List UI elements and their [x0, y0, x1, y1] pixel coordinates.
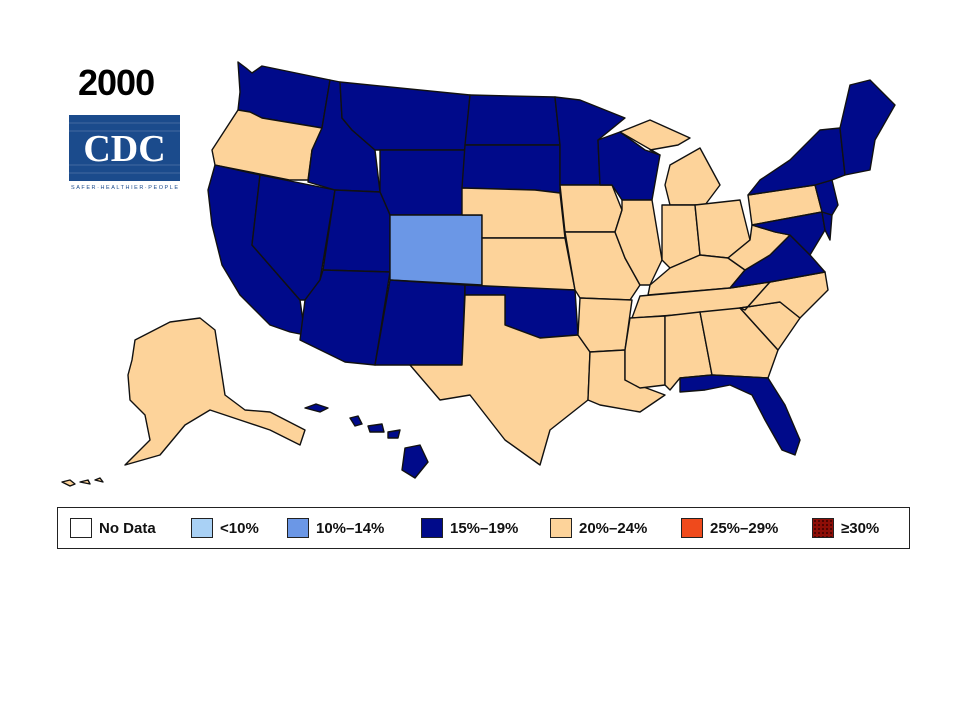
state-ak	[124, 317, 306, 466]
legend-swatch	[681, 518, 703, 538]
legend-swatch	[287, 518, 309, 538]
legend-item-ge30: ≥30%	[812, 517, 879, 539]
state-ar	[577, 297, 633, 353]
state-ms	[624, 315, 666, 389]
cdc-logo: CDC SAFER·HEALTHIER·PEOPLE	[69, 115, 180, 191]
state-co	[389, 214, 483, 286]
legend-item-25-29: 25%–29%	[681, 517, 778, 539]
state-new-england	[839, 79, 896, 176]
state-ak-islands	[61, 477, 104, 487]
legend-item-lt10: <10%	[191, 517, 259, 539]
state-hi	[304, 403, 429, 479]
state-fl	[679, 374, 801, 456]
state-az	[299, 269, 391, 366]
state-ia	[559, 184, 623, 233]
legend-item-10-14: 10%–14%	[287, 517, 384, 539]
legend-label: 25%–29%	[710, 519, 779, 537]
legend-item-20-24: 20%–24%	[550, 517, 647, 539]
state-ks	[481, 237, 576, 291]
legend-swatch	[421, 518, 443, 538]
map-year-title: 2000	[78, 62, 155, 103]
state-wy	[379, 149, 466, 216]
legend-item-15-19: 15%–19%	[421, 517, 518, 539]
state-ut	[322, 189, 391, 273]
legend-swatch	[191, 518, 213, 538]
legend-label: ≥30%	[841, 519, 880, 537]
state-nd	[464, 94, 561, 146]
map-legend: No Data <10% 10%–14% 15%–19% 20%–24% 25%…	[57, 507, 910, 549]
legend-swatch	[550, 518, 572, 538]
legend-swatch	[812, 518, 834, 538]
state-nm	[374, 279, 466, 366]
legend-swatch	[70, 518, 92, 538]
state-sd	[461, 144, 561, 194]
state-tx	[409, 294, 591, 466]
logo-text: CDC	[83, 128, 165, 170]
legend-label: 20%–24%	[579, 519, 648, 537]
legend-label: 15%–19%	[450, 519, 519, 537]
logo-tagline: SAFER·HEALTHIER·PEOPLE	[71, 185, 178, 191]
legend-label: <10%	[220, 519, 259, 537]
state-ga	[699, 307, 779, 379]
legend-item-no-data: No Data	[70, 517, 156, 539]
state-il	[614, 199, 663, 286]
legend-label: No Data	[99, 519, 156, 537]
legend-label: 10%–14%	[316, 519, 385, 537]
